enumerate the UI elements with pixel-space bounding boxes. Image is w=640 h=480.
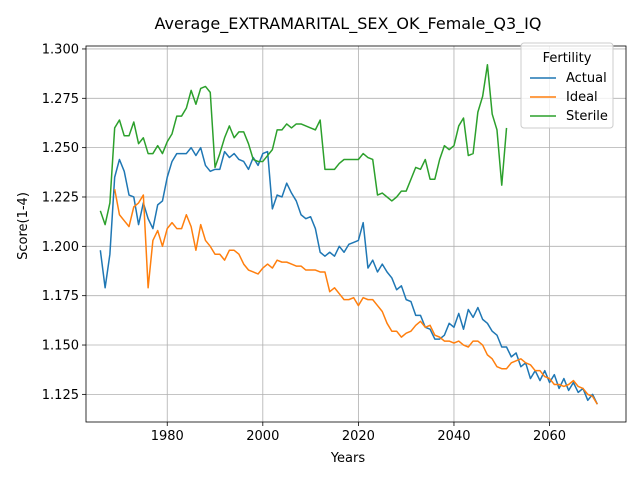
- y-tick-label: 1.300: [42, 42, 79, 57]
- x-tick-label: 1980: [151, 429, 184, 444]
- legend-box: [520, 42, 614, 129]
- legend-label-actual: Actual: [566, 71, 607, 86]
- legend-title: Fertility: [543, 51, 592, 66]
- y-tick-label: 1.275: [42, 92, 79, 107]
- x-tick-label: 2020: [342, 429, 375, 444]
- x-tick-label: 2040: [437, 429, 470, 444]
- legend-label-sterile: Sterile: [566, 109, 608, 124]
- y-axis-ticks: 1.125 1.150 1.175 1.200 1.225 1.250 1.275 1.300: [42, 42, 86, 403]
- x-tick-label: 2060: [533, 429, 566, 444]
- series-line-actual: [99, 146, 599, 405]
- y-tick-label: 1.150: [42, 339, 79, 354]
- legend-label-ideal: Ideal: [566, 90, 598, 105]
- y-tick-label: 1.225: [42, 190, 79, 205]
- series-lines: [99, 64, 599, 405]
- series-line-sterile: [99, 64, 508, 226]
- x-axis-label: Years: [330, 451, 366, 466]
- plot-frame: [85, 45, 627, 423]
- y-tick-label: 1.200: [42, 240, 79, 255]
- x-tick-label: 2000: [246, 429, 279, 444]
- y-tick-label: 1.175: [42, 289, 79, 304]
- x-axis-ticks: 1980 2000 2020 2040 2060: [151, 422, 566, 444]
- legend-items: Actual Ideal Sterile: [530, 71, 608, 124]
- y-tick-label: 1.250: [42, 141, 79, 156]
- legend: Fertility Actual Ideal Sterile: [520, 42, 614, 129]
- chart-title: Average_EXTRAMARITAL_SEX_OK_Female_Q3_IQ: [155, 14, 542, 34]
- grid-lines: [86, 46, 626, 422]
- series-line-ideal: [113, 188, 598, 405]
- y-tick-label: 1.125: [42, 388, 79, 403]
- y-axis-label: Score(1-4): [16, 192, 31, 260]
